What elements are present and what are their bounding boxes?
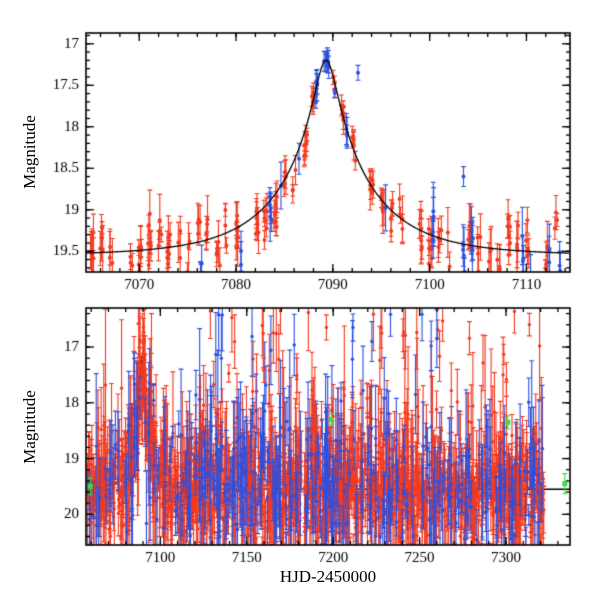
y-axis-label-bottom: Magnitude (20, 390, 39, 464)
y-axis-label-top: Magnitude (20, 115, 39, 189)
x-axis-label: HJD-2450000 (279, 567, 377, 586)
